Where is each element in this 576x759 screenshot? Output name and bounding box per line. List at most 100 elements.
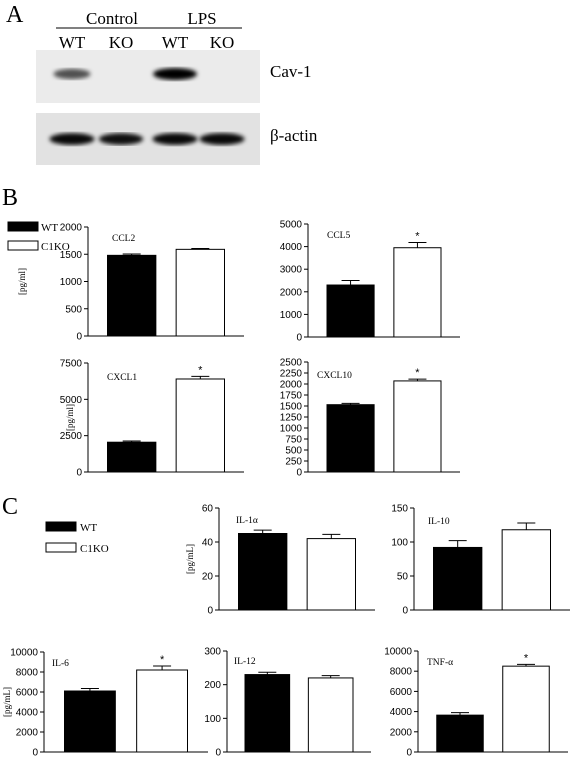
y-tick-label: 2500 [280,358,303,369]
panel-a: A Control LPS WT KO WT KO Cav-1 β-actin [6,2,318,165]
bar-wt [64,690,116,753]
lane-label-4: KO [210,33,235,52]
bar-wt [326,404,375,473]
chart-title: TNF-α [427,658,453,668]
bar-c1ko [501,529,552,611]
chart-title: IL-6 [52,659,69,669]
panel-a-letter: A [6,2,24,28]
y-tick-label: 40 [202,538,214,549]
bar-c1ko [393,247,442,338]
y-tick-label: 4000 [16,708,39,719]
y-tick-label: 0 [406,748,412,759]
y-tick-label: 6000 [16,688,39,699]
y-tick-label: 7500 [60,359,83,370]
chart-tnfa: 0 2000 4000 6000 8000 10000 TNF-α * [384,647,568,759]
chart-il12: 0 100 200 300 IL-12 [204,647,371,759]
cav1-band-lane-1 [53,68,91,80]
significance-marker: * [415,231,420,243]
y-tick-label: 750 [285,435,302,446]
blot-cav1-bands [53,68,197,80]
actin-band-lane-3 [152,133,198,145]
lane-label-3: WT [162,33,189,52]
legend-b-c1ko-label: C1KO [41,241,70,253]
significance-marker: * [198,364,203,376]
y-tick-label: 2000 [390,727,413,738]
group-label-lps: LPS [187,9,216,28]
y-tick-label: 150 [391,504,408,515]
y-tick-label: 0 [402,606,408,617]
y-tick-label: 0 [76,332,82,343]
legend-c-wt-label: WT [80,522,97,534]
y-axis-label: [pg/ml] [17,268,27,295]
y-tick-label: 0 [215,748,221,759]
bar-wt [107,441,157,473]
y-axis-label: [pg/ml] [65,404,75,431]
chart-title: IL-1α [236,516,258,526]
bar-wt [433,546,483,611]
significance-marker: * [524,652,529,664]
chart-ccl5: 0 1000 2000 3000 4000 5000 CCL5 * [280,220,460,344]
significance-marker: * [415,367,420,379]
bar-c1ko [136,669,189,753]
bar-c1ko [306,538,357,611]
chart-title: CXCL1 [107,373,137,383]
y-tick-label: 1500 [280,402,303,413]
chart-il6: 0 2000 4000 6000 8000 10000 IL-6 [pg/mL] * [2,648,208,759]
panel-b: B WT C1KO [2,185,70,253]
y-tick-label: 1000 [60,277,83,288]
legend-b-wt-label: WT [41,222,58,234]
panel-c-letter: C [2,494,18,520]
bar-wt [436,714,484,753]
bar-wt [107,254,157,337]
y-tick-label: 500 [285,446,302,457]
bar-c1ko [175,378,225,473]
bar-c1ko [175,248,225,337]
chart-ccl2: 0 500 1000 1500 2000 CCL2 [pg/ml] [17,223,244,343]
y-tick-label: 1750 [280,391,303,402]
y-tick-label: 2000 [16,728,39,739]
y-tick-label: 3000 [280,265,303,276]
bar-c1ko [502,665,550,753]
y-tick-label: 500 [65,304,82,315]
chart-cxcl1: 0 2500 5000 7500 CXCL1 [pg/ml] * [60,359,244,479]
y-tick-label: 10000 [384,647,412,658]
bar-wt [326,284,375,338]
blot-label-cav1: Cav-1 [270,62,312,81]
y-tick-label: 1250 [280,413,303,424]
y-tick-label: 100 [204,714,221,725]
chart-il1a: 0 20 40 60 IL-1α [pg/mL] [185,504,375,617]
significance-marker: * [160,654,165,666]
y-tick-label: 2500 [60,431,83,442]
bar-c1ko [393,380,442,473]
y-tick-label: 0 [76,468,82,479]
y-tick-label: 0 [32,748,38,759]
chart-title: CCL5 [327,231,350,241]
y-tick-label: 4000 [390,707,413,718]
y-tick-label: 0 [207,606,213,617]
y-tick-label: 60 [202,504,214,515]
chart-il10: 0 50 100 150 IL-10 [391,504,570,617]
y-tick-label: 0 [296,333,302,344]
y-tick-label: 1000 [280,424,303,435]
legend-c-c1ko-label: C1KO [80,543,109,555]
actin-band-lane-1 [49,133,95,145]
y-tick-label: 50 [397,572,409,583]
y-tick-label: 250 [285,457,302,468]
chart-title: CCL2 [112,234,135,244]
y-tick-label: 6000 [390,687,413,698]
y-tick-label: 2000 [280,287,303,298]
y-tick-label: 8000 [16,668,39,679]
cav1-band-lane-3 [153,68,197,80]
y-tick-label: 5000 [60,395,83,406]
legend-b-c1ko-swatch [7,240,39,251]
y-tick-label: 1500 [60,250,83,261]
y-axis-label: [pg/mL] [2,687,12,717]
panel-b-letter: B [2,185,18,211]
y-tick-label: 5000 [280,220,303,231]
legend-c-wt-swatch [45,521,77,532]
y-tick-label: 20 [202,572,214,583]
lane-label-1: WT [59,33,86,52]
y-tick-label: 1000 [280,310,303,321]
